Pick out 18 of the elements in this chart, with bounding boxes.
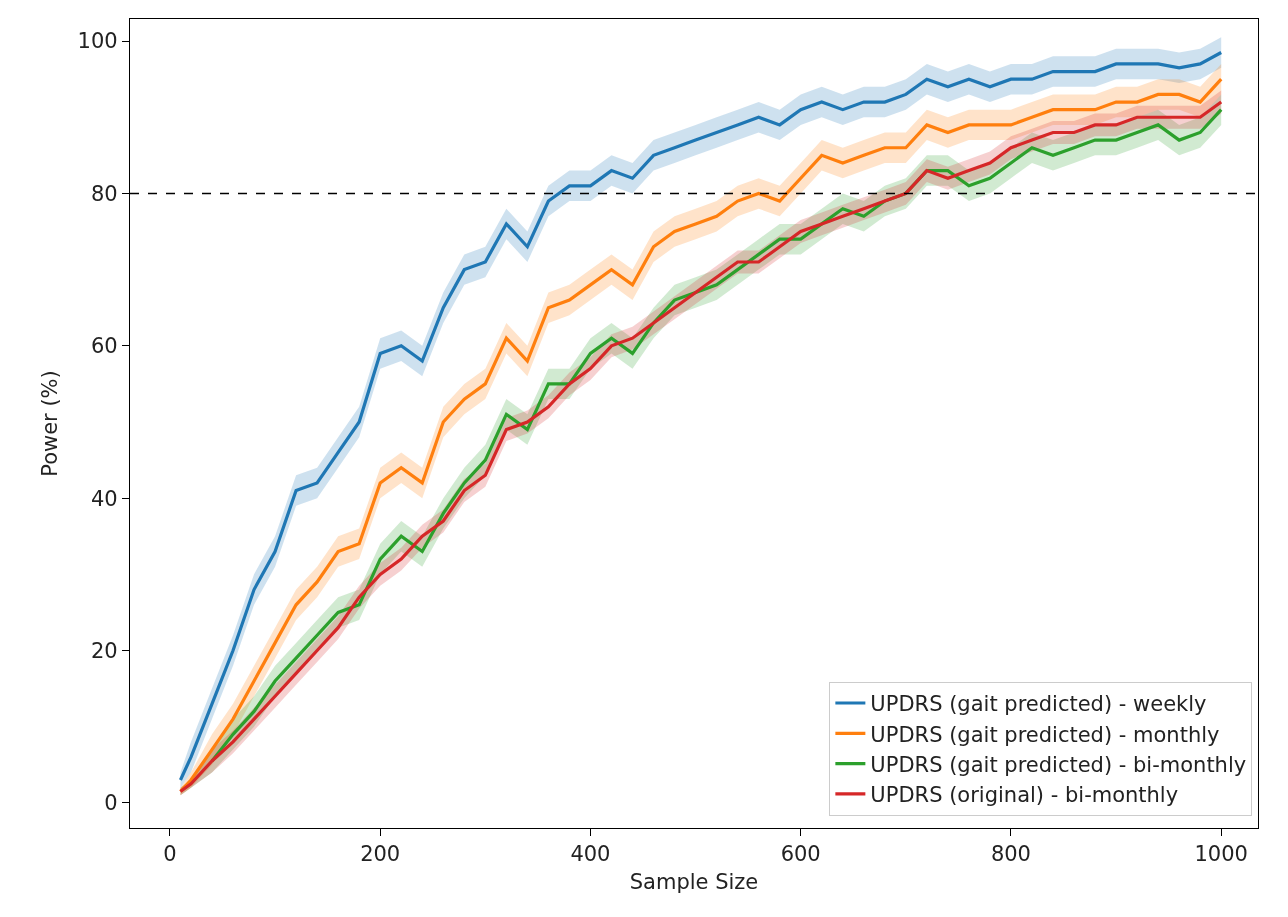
y-tick-label: 80: [90, 181, 118, 206]
legend-label: UPDRS (original) - bi-monthly: [870, 783, 1179, 808]
y-tick-label: 20: [90, 638, 118, 663]
x-tick-label: 200: [360, 842, 401, 867]
x-tick-label: 600: [780, 842, 821, 867]
legend-label: UPDRS (gait predicted) - monthly: [870, 722, 1220, 747]
y-tick-label: 60: [90, 334, 118, 359]
y-tick-label: 40: [90, 486, 118, 511]
x-tick-label: 800: [990, 842, 1031, 867]
y-tick-label: 0: [104, 791, 118, 816]
legend-label: UPDRS (gait predicted) - weekly: [870, 692, 1207, 717]
x-tick-label: 0: [163, 842, 177, 867]
x-axis-title: Sample Size: [629, 869, 759, 894]
x-tick-label: 400: [570, 842, 611, 867]
y-axis-title: Power (%): [37, 370, 62, 477]
x-tick-label: 1000: [1194, 842, 1248, 867]
y-tick-label: 100: [77, 29, 118, 54]
legend-label: UPDRS (gait predicted) - bi-monthly: [870, 752, 1247, 777]
